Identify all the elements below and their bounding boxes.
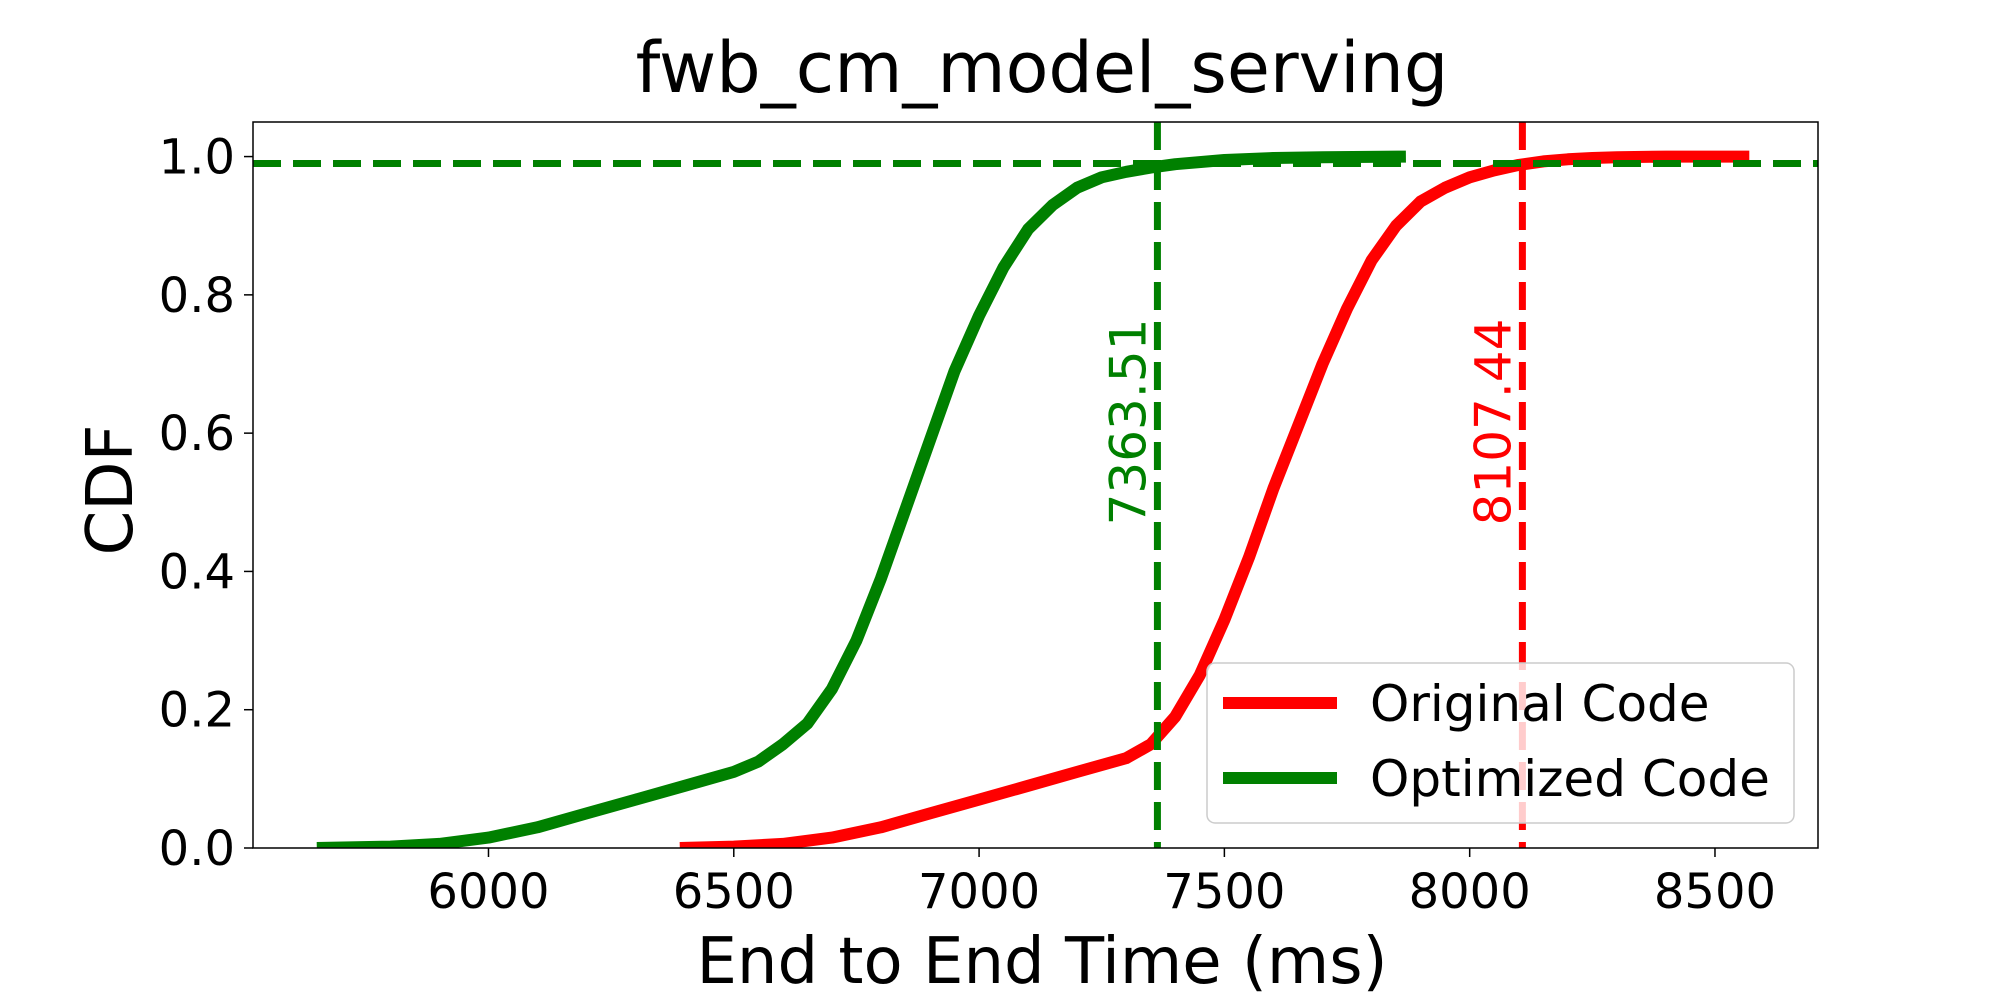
- x-tick-label-0: 6000: [427, 864, 549, 920]
- x-tick-label-3: 7500: [1163, 864, 1285, 920]
- chart-title: fwb_cm_model_serving: [636, 27, 1449, 109]
- y-tick-label-4: 0.8: [159, 268, 235, 324]
- x-tick-label-5: 8500: [1654, 864, 1776, 920]
- x-tick-label-1: 6500: [673, 864, 795, 920]
- legend: Original Code Optimized Code: [1206, 662, 1795, 824]
- reference-line-label-0: 7363.51: [1099, 319, 1157, 526]
- x-tick-label-4: 8000: [1409, 864, 1531, 920]
- plot-area: 7363.51 8107.44: [252, 121, 1819, 849]
- y-tick-label-3: 0.6: [159, 406, 235, 462]
- y-tick-label-5: 1.0: [159, 130, 235, 186]
- plot-content: [253, 122, 1818, 848]
- legend-label-1: Optimized Code: [1370, 750, 1770, 808]
- plot-frame: [252, 121, 1819, 849]
- legend-label-0: Original Code: [1370, 675, 1710, 733]
- series-line-1: [316, 150, 1406, 848]
- reference-line-label-1: 8107.44: [1464, 319, 1522, 526]
- x-tick-label-2: 7000: [918, 864, 1040, 920]
- y-tick-label-1: 0.2: [159, 683, 235, 739]
- y-tick-label-0: 0.0: [159, 821, 235, 877]
- legend-box: [1206, 662, 1795, 824]
- y-axis-label: CDF: [74, 425, 148, 556]
- axis-ticks: 6000 6500 7000 7500 8000 8500 0.0 0.2 0.4 0.6 0.8 1…: [159, 130, 1776, 920]
- x-axis-label: End to End Time (ms): [696, 925, 1387, 999]
- y-tick-label-2: 0.4: [159, 544, 235, 600]
